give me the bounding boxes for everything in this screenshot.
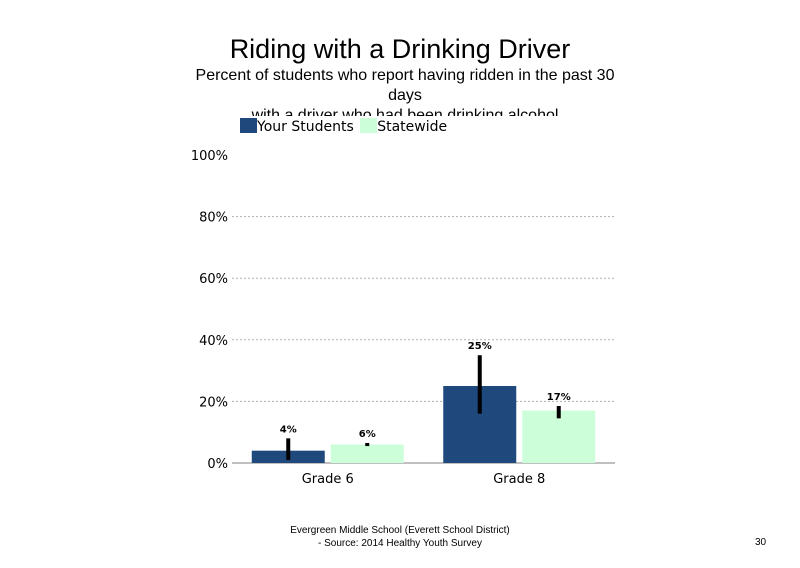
data-label: 4% (280, 424, 297, 435)
x-tick-label: Grade 8 (493, 472, 545, 487)
y-tick-label: 80% (199, 211, 228, 226)
chart-subtitle: Percent of students who report having ri… (175, 66, 635, 116)
footer: Evergreen Middle School (Everett School … (0, 524, 800, 550)
legend-swatch-your-students (240, 118, 257, 133)
error-bar (477, 355, 482, 414)
y-tick-label: 20% (199, 395, 228, 410)
data-label: 6% (359, 429, 376, 440)
legend-item-your-students: Your Students (240, 118, 354, 135)
legend-item-statewide: Statewide (360, 118, 447, 135)
y-tick-label: 0% (207, 457, 228, 472)
footer-school: Evergreen Middle School (Everett School … (290, 525, 510, 536)
y-tick-label: 100% (191, 149, 228, 164)
bar-statewide (522, 410, 596, 463)
footer-source: - Source: 2014 Healthy Youth Survey (318, 538, 482, 549)
chart-title: Riding with a Drinking Driver (229, 34, 571, 64)
error-bar (286, 438, 291, 460)
legend-label-statewide: Statewide (377, 119, 448, 135)
legend-label-your-students: Your Students (257, 119, 354, 135)
subtitle-line-1: Percent of students who report having ri… (195, 67, 615, 84)
subtitle-line-2: days (388, 87, 422, 104)
data-label: 25% (468, 341, 492, 352)
chart-legend: Your Students Statewide (240, 118, 449, 135)
error-bar (556, 406, 561, 419)
y-tick-label: 40% (199, 334, 228, 349)
legend-swatch-statewide (360, 118, 378, 133)
page-number: 30 (755, 537, 767, 548)
y-tick-label: 60% (199, 272, 228, 287)
error-bar (365, 442, 370, 447)
subtitle-line-3: with a driver who had been drinking alco… (251, 107, 559, 116)
data-label: 17% (547, 392, 571, 403)
bar-statewide (330, 444, 404, 463)
x-tick-label: Grade 6 (302, 472, 354, 487)
